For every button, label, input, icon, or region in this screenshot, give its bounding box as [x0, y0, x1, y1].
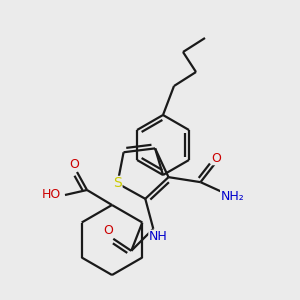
Text: NH: NH	[149, 230, 168, 243]
Text: O: O	[69, 158, 79, 170]
Text: O: O	[212, 152, 221, 165]
Text: NH₂: NH₂	[220, 190, 244, 203]
Text: S: S	[113, 176, 122, 190]
Text: O: O	[103, 224, 113, 237]
Text: HO: HO	[41, 188, 61, 202]
